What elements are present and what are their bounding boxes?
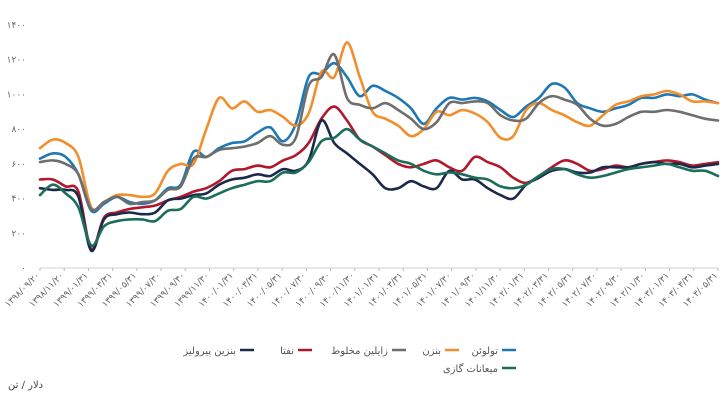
unit-label: دلار / تن (8, 380, 44, 391)
series-line-0 (38, 61, 720, 214)
series-line-2 (38, 52, 720, 212)
legend-label: نفتا (280, 346, 294, 357)
y-tick-label: ۲۰۰ (11, 229, 26, 239)
series-line-5 (38, 127, 720, 247)
y-tick-label: ۰ (21, 264, 26, 274)
y-tick-label: ۸۰۰ (11, 125, 26, 135)
legend-label: تولوئن (471, 346, 498, 357)
y-tick-label: ۱۰۰۰ (7, 90, 26, 100)
series-line-1 (38, 41, 720, 212)
legend-label: بنزن (422, 346, 441, 357)
y-tick-label: ۶۰۰ (11, 160, 26, 170)
y-tick-label: ۴۰۰ (11, 195, 26, 205)
series-line-3 (38, 105, 720, 251)
legend-label: میعانات گازی (443, 363, 498, 375)
x-axis: ۱۳۹۸/۰۹/۲۰۱۳۹۸/۱۱/۲۰۱۳۹۹/۰۱/۳۱۱۳۹۹/۰۳/۳۱… (3, 267, 720, 310)
legend: تولوئن بنزن زایلین مخلوط نفتا بنزین پیرولیز م… (182, 346, 516, 375)
legend-label: زایلین مخلوط (331, 346, 388, 357)
series-lines (38, 41, 720, 252)
y-axis: ۰ ۲۰۰ ۴۰۰ ۶۰۰ ۸۰۰ ۱۰۰۰ ۱۲۰۰ ۱۴۰۰ (7, 21, 26, 274)
legend-label: بنزین پیرولیز (182, 346, 236, 357)
y-tick-label: ۱۴۰۰ (7, 21, 26, 31)
series-line-4 (38, 119, 720, 252)
y-tick-label: ۱۲۰۰ (7, 56, 26, 66)
